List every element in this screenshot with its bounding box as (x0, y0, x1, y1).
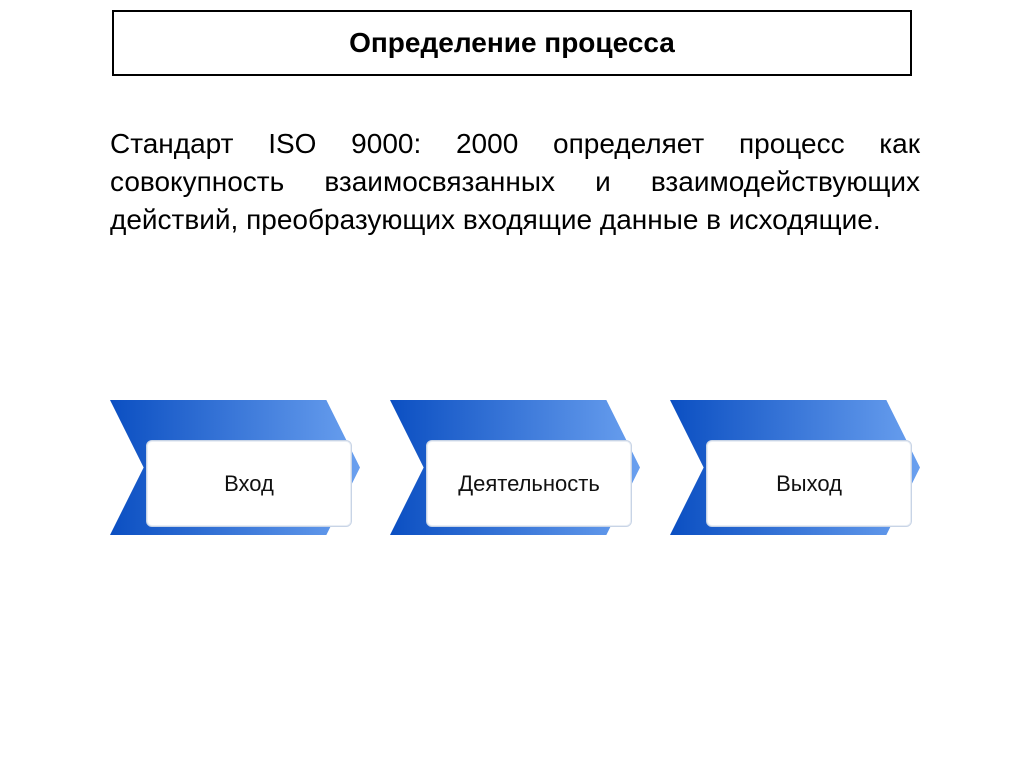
page-title: Определение процесса (349, 27, 675, 59)
flow-step-label: Вход (224, 471, 274, 497)
flow-step-input: Вход (110, 400, 360, 535)
title-box: Определение процесса (112, 10, 912, 76)
process-flow: Вход Деятельность (110, 400, 920, 535)
flow-step-card: Вход (146, 440, 352, 527)
flow-step-activity: Деятельность (390, 400, 640, 535)
flow-step-card: Выход (706, 440, 912, 527)
flow-step-output: Выход (670, 400, 920, 535)
flow-step-label: Выход (776, 471, 842, 497)
flow-step-label: Деятельность (458, 471, 600, 497)
flow-step-card: Деятельность (426, 440, 632, 527)
body-paragraph: Стандарт ISO 9000: 2000 определяет проце… (110, 125, 920, 238)
